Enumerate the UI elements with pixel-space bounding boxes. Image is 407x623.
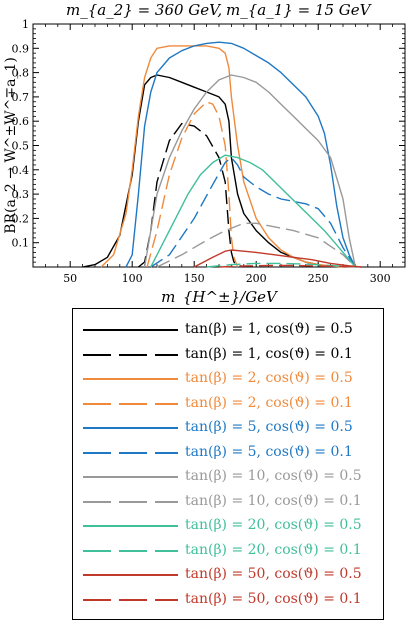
series-line — [100, 45, 344, 268]
header-ma2-label: m_{a_2} = 360 GeV, — [66, 1, 223, 19]
legend-swatch — [83, 598, 178, 601]
y-tick-label: 0.6 — [12, 115, 30, 128]
x-tick-label: 250 — [308, 272, 329, 285]
legend-label: tan(β) = 5, cos(ϑ) = 0.5 — [185, 419, 353, 435]
legend-item: tan(β) = 50, cos(ϑ) = 0.1 — [73, 589, 383, 611]
chart-legend: tan(β) = 1, cos(ϑ) = 0.5 tan(β) = 1, cos(… — [72, 308, 384, 620]
legend-item: tan(β) = 5, cos(ϑ) = 0.1 — [73, 442, 383, 464]
legend-item: tan(β) = 20, cos(ϑ) = 0.1 — [73, 540, 383, 562]
y-tick-label: 0.1 — [12, 237, 30, 250]
x-axis-title: m_{H^±}/GeV — [161, 288, 279, 305]
legend-swatch — [83, 378, 178, 380]
legend-swatch — [83, 451, 178, 454]
legend-item: tan(β) = 20, cos(ϑ) = 0.5 — [73, 515, 383, 537]
x-tick-label: 100 — [122, 272, 143, 285]
series-line — [143, 74, 357, 268]
legend-item: tan(β) = 2, cos(ϑ) = 0.5 — [73, 368, 383, 390]
series-line — [82, 74, 331, 268]
br-line-chart: 50 100 150 200 250 300 0.1 0.2 0.3 0.4 0.5 0.6 0.7 0.… — [3, 18, 406, 305]
x-tick-label: 150 — [184, 272, 205, 285]
legend-swatch — [83, 574, 178, 576]
legend-swatch — [83, 476, 178, 478]
legend-swatch — [83, 402, 178, 405]
legend-item: tan(β) = 10, cos(ϑ) = 0.5 — [73, 466, 383, 488]
legend-label: tan(β) = 20, cos(ϑ) = 0.5 — [185, 517, 362, 533]
y-tick-label: 0.2 — [12, 212, 30, 225]
legend-swatch — [83, 329, 178, 331]
series-line — [125, 41, 357, 268]
legend-item: tan(β) = 2, cos(ϑ) = 0.1 — [73, 393, 383, 415]
y-tick-label: 1 — [22, 18, 29, 31]
y-tick-label: 0.9 — [12, 42, 30, 55]
series-line — [146, 101, 239, 268]
legend-item: tan(β) = 50, cos(ϑ) = 0.5 — [73, 564, 383, 586]
series-line — [156, 222, 356, 268]
series-line — [193, 249, 362, 268]
legend-label: tan(β) = 10, cos(ϑ) = 0.1 — [185, 492, 362, 509]
series-line — [218, 264, 362, 268]
header-ma1-label: m_{a_1} = 15 GeV — [226, 1, 371, 19]
legend-label: tan(β) = 20, cos(ϑ) = 0.1 — [185, 541, 362, 558]
y-tick-label: 0.5 — [12, 140, 30, 153]
legend-label: tan(β) = 5, cos(ϑ) = 0.1 — [185, 443, 353, 460]
plot-frame — [32, 23, 406, 268]
figure-header: m_{a_2} = 360 GeV, m_{a_1} = 15 GeV — [0, 0, 407, 22]
series-line — [137, 122, 245, 268]
y-tick-label: 0.8 — [12, 67, 30, 80]
legend-item: tan(β) = 1, cos(ϑ) = 0.1 — [73, 344, 383, 366]
legend-item: tan(β) = 1, cos(ϑ) = 0.5 — [73, 319, 383, 341]
legend-swatch — [83, 353, 178, 356]
legend-label: tan(β) = 10, cos(ϑ) = 0.5 — [185, 468, 362, 484]
legend-label: tan(β) = 1, cos(ϑ) = 0.5 — [185, 321, 353, 337]
x-tick-label: 200 — [246, 272, 267, 285]
series-line — [150, 156, 356, 268]
y-tick-label: 0.3 — [12, 188, 30, 201]
y-axis-title: BR(a_2 → W^±W^∓a_1) — [3, 57, 19, 234]
legend-item: tan(β) = 10, cos(ϑ) = 0.1 — [73, 491, 383, 513]
legend-swatch — [83, 525, 178, 527]
legend-label: tan(β) = 2, cos(ϑ) = 0.1 — [185, 394, 353, 411]
legend-swatch — [83, 427, 178, 429]
series-line — [206, 262, 356, 268]
series-line — [150, 154, 356, 268]
legend-label: tan(β) = 1, cos(ϑ) = 0.1 — [185, 345, 353, 362]
legend-swatch — [83, 500, 178, 503]
legend-label: tan(β) = 50, cos(ϑ) = 0.5 — [185, 566, 362, 582]
x-tick-label: 50 — [63, 272, 77, 285]
x-tick-label: 300 — [370, 272, 391, 285]
legend-label: tan(β) = 50, cos(ϑ) = 0.1 — [185, 590, 362, 607]
legend-swatch — [83, 549, 178, 552]
y-tick-label: 0.7 — [12, 91, 30, 104]
legend-label: tan(β) = 2, cos(ϑ) = 0.5 — [185, 370, 353, 386]
y-tick-label: 0.4 — [12, 164, 30, 177]
legend-item: tan(β) = 5, cos(ϑ) = 0.5 — [73, 417, 383, 439]
